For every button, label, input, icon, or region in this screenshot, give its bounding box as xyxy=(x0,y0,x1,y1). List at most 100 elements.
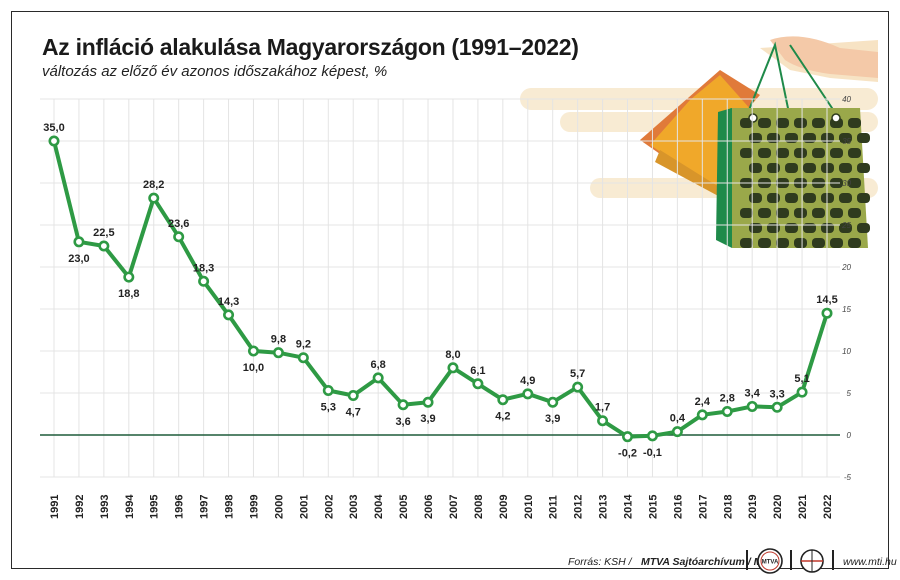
data-label: 1,7 xyxy=(595,402,610,414)
data-label: 3,9 xyxy=(545,413,560,425)
data-label: 3,6 xyxy=(395,416,410,428)
y-tick-label: 30 xyxy=(842,179,851,188)
x-tick-label: 2021 xyxy=(797,495,809,519)
data-point xyxy=(671,426,683,438)
croc-scale xyxy=(839,193,852,203)
data-point xyxy=(123,271,135,283)
x-tick-label: 1993 xyxy=(99,495,111,519)
croc-scale xyxy=(839,223,852,233)
croc-scale xyxy=(767,163,780,173)
bag-ring-right xyxy=(831,113,841,123)
croc-scale xyxy=(857,133,870,143)
x-axis: 1991 1992 1993 1994 1995 1996 1997 1998 1999 2000… xyxy=(49,494,834,519)
data-point xyxy=(297,352,309,364)
data-points xyxy=(48,135,833,443)
data-point xyxy=(597,415,609,427)
croc-scale xyxy=(812,148,825,158)
data-label: 9,8 xyxy=(271,334,286,346)
croc-scale xyxy=(785,163,798,173)
croc-scale xyxy=(812,238,825,248)
y-tick-label: 0 xyxy=(847,431,852,440)
data-point xyxy=(422,396,434,408)
data-point xyxy=(796,386,808,398)
source-prefix: Forrás: KSH / xyxy=(568,556,632,568)
croc-scale xyxy=(803,163,816,173)
data-label: 10,0 xyxy=(243,362,264,374)
data-label: -0,2 xyxy=(618,448,637,460)
y-tick-label: 15 xyxy=(842,305,851,314)
croc-scale xyxy=(848,118,861,128)
y-tick-label: -5 xyxy=(844,473,852,482)
croc-scale xyxy=(758,208,771,218)
croc-scale xyxy=(848,208,861,218)
croc-scale xyxy=(740,148,753,158)
croc-scale xyxy=(839,133,852,143)
x-tick-label: 2009 xyxy=(498,495,510,519)
data-point xyxy=(696,409,708,421)
data-point xyxy=(572,381,584,393)
croc-scale xyxy=(812,118,825,128)
x-tick-label: 2022 xyxy=(822,495,834,519)
croc-scale xyxy=(857,193,870,203)
data-label: 18,3 xyxy=(193,262,214,274)
croc-scale xyxy=(776,208,789,218)
x-tick-label: 2020 xyxy=(772,495,784,519)
website-link[interactable]: www.mti.hu xyxy=(843,556,897,568)
croc-scale xyxy=(758,238,771,248)
mtva-logo-text: MTVA xyxy=(762,560,779,566)
data-point xyxy=(771,401,783,413)
croc-scale xyxy=(839,163,852,173)
separator-3 xyxy=(832,550,834,570)
separator-1 xyxy=(746,550,748,570)
y-axis: -5 0 5 10 15 20 25 30 35 40 xyxy=(841,95,851,482)
croc-scale xyxy=(794,238,807,248)
x-tick-label: 1991 xyxy=(49,495,61,519)
croc-scale xyxy=(830,208,843,218)
x-tick-label: 2005 xyxy=(398,495,410,519)
data-point xyxy=(522,388,534,400)
x-tick-label: 2019 xyxy=(747,495,759,519)
x-tick-label: 1995 xyxy=(149,495,161,519)
data-point xyxy=(73,236,85,248)
croc-scale xyxy=(767,193,780,203)
bag-ring-left xyxy=(748,113,758,123)
data-point xyxy=(721,405,733,417)
croc-scale xyxy=(749,163,762,173)
x-tick-label: 2004 xyxy=(373,494,385,519)
croc-scale xyxy=(776,148,789,158)
x-tick-label: 2014 xyxy=(623,494,635,519)
mti-logo xyxy=(800,549,824,573)
data-label: 23,0 xyxy=(68,253,89,265)
x-tick-label: 1996 xyxy=(174,495,186,519)
x-tick-label: 2013 xyxy=(598,495,610,519)
data-label: 14,5 xyxy=(816,294,837,306)
croc-scale xyxy=(740,238,753,248)
data-label: 9,2 xyxy=(296,339,311,351)
croc-scale xyxy=(848,238,861,248)
croc-scale xyxy=(812,208,825,218)
croc-scale xyxy=(794,148,807,158)
x-tick-label: 2015 xyxy=(647,495,659,519)
croc-scale xyxy=(830,148,843,158)
x-tick-label: 2011 xyxy=(548,495,560,519)
data-label: 8,0 xyxy=(445,349,460,361)
data-point xyxy=(198,275,210,287)
data-label: 5,3 xyxy=(321,401,336,413)
data-point xyxy=(447,362,459,374)
x-tick-label: 2001 xyxy=(298,495,310,519)
data-label: 5,1 xyxy=(794,373,809,385)
croc-scale xyxy=(758,148,771,158)
x-tick-label: 2018 xyxy=(722,495,734,519)
x-tick-label: 2010 xyxy=(523,495,535,519)
data-label: 22,5 xyxy=(93,227,114,239)
croc-scale xyxy=(830,238,843,248)
croc-scale xyxy=(758,118,771,128)
chart-title: Az infláció alakulása Magyarországon (19… xyxy=(42,34,579,60)
croc-scale xyxy=(857,223,870,233)
x-tick-label: 1992 xyxy=(74,495,86,519)
data-point xyxy=(98,240,110,252)
croc-scale xyxy=(794,118,807,128)
croc-scale xyxy=(740,208,753,218)
source-bold: MTVA Sajtóarchívum / MTI xyxy=(641,556,772,568)
